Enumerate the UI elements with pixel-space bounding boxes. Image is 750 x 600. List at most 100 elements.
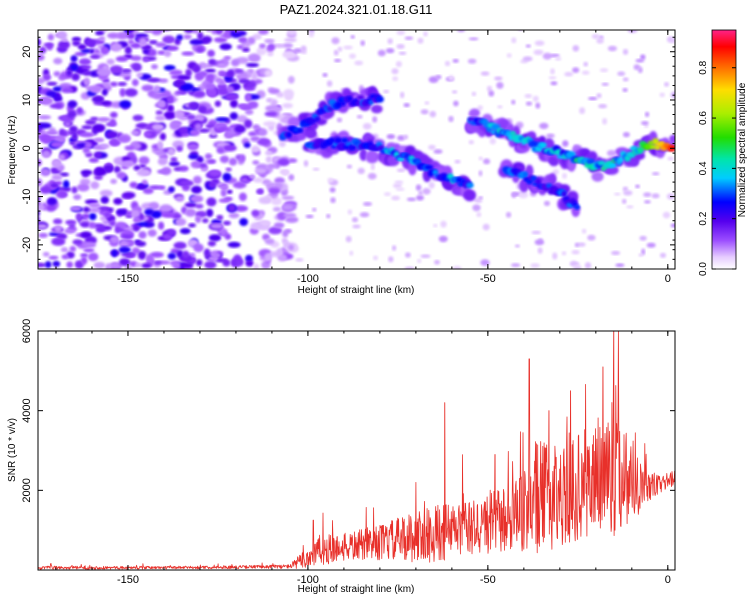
heatmap-cell [38, 232, 48, 238]
heatmap-cell [193, 175, 202, 185]
y-tick-label: 4000 [21, 398, 33, 422]
heatmap-cell [89, 212, 97, 221]
heatmap-cell [229, 112, 238, 120]
heatmap-cell [572, 67, 580, 73]
heatmap-cell [336, 117, 343, 123]
heatmap-cell [215, 117, 229, 122]
heatmap-cell [172, 261, 182, 269]
heatmap-cell [252, 124, 260, 130]
heatmap-cell [525, 101, 533, 106]
y-tick-label: 10 [21, 94, 33, 106]
heatmap-cell [398, 51, 407, 55]
heatmap-cell [88, 221, 96, 229]
heatmap-cell [124, 88, 138, 97]
heatmap-cell [173, 81, 186, 86]
heatmap-cell [153, 260, 162, 265]
heatmap-cell [239, 218, 249, 226]
heatmap-cell [258, 128, 268, 137]
heatmap-cell [418, 190, 423, 196]
heatmap-cell [584, 262, 592, 269]
heatmap-cell [206, 208, 214, 218]
heatmap-cell [530, 175, 538, 182]
heatmap-cell [370, 104, 383, 114]
heatmap-cell [89, 85, 102, 94]
heatmap-cell [264, 69, 273, 77]
heatmap-cell [163, 111, 176, 120]
heatmap-cell [188, 153, 199, 160]
heatmap-cell [284, 228, 292, 234]
heatmap-cell [214, 77, 223, 83]
heatmap-cell [400, 91, 405, 99]
heatmap-cell [614, 192, 621, 196]
heatmap-cell [176, 145, 183, 152]
heatmap-cell [571, 250, 580, 255]
heatmap-cell [359, 212, 370, 218]
heatmap-cell [236, 115, 248, 123]
y-tick-label: 0 [21, 145, 33, 151]
heatmap-cell [48, 255, 59, 260]
heatmap-cell [270, 99, 278, 107]
heatmap-cell [39, 46, 47, 54]
heatmap-cell [71, 186, 78, 194]
heatmap-cell [251, 209, 260, 217]
heatmap-cell [277, 211, 288, 221]
heatmap-cell [227, 85, 234, 94]
heatmap-cell [57, 40, 71, 50]
heatmap-cell [127, 32, 135, 40]
x-tick-label: 0 [665, 574, 671, 586]
colorbar-gradient [711, 29, 737, 270]
heatmap-cell [250, 222, 263, 230]
heatmap-cell [205, 83, 216, 90]
heatmap-cell [105, 263, 112, 269]
heatmap-cell [131, 209, 141, 218]
heatmap-cell [539, 122, 549, 130]
heatmap-cell [331, 37, 340, 45]
heatmap-cell [162, 35, 176, 44]
heatmap-cell [120, 234, 134, 239]
heatmap-cell [403, 134, 409, 140]
heatmap-cell [216, 214, 224, 221]
heatmap-cell [265, 156, 273, 163]
heatmap-cell [139, 163, 146, 168]
heatmap-cell [129, 181, 138, 189]
spectrogram-ylabel: Frequency (Hz) [7, 116, 18, 185]
heatmap-cell [345, 235, 352, 243]
heatmap-cell [184, 202, 198, 208]
heatmap-cell [522, 171, 529, 178]
heatmap-cell [367, 172, 377, 180]
heatmap-cell [375, 96, 384, 103]
heatmap-cell [194, 114, 205, 122]
heatmap-cell [533, 49, 544, 55]
heatmap-cell [388, 256, 394, 263]
heatmap-cell [496, 81, 504, 89]
heatmap-cell [157, 140, 164, 150]
heatmap-cell [489, 137, 496, 145]
heatmap-cell [346, 164, 353, 169]
heatmap-cell [305, 129, 317, 139]
heatmap-cell [192, 30, 199, 34]
heatmap-cell [478, 156, 483, 161]
heatmap-cell [80, 221, 91, 228]
heatmap-cell [340, 101, 346, 107]
heatmap-cell [643, 192, 652, 197]
heatmap-cell [116, 31, 129, 40]
heatmap-cell [222, 220, 231, 226]
heatmap-cell [42, 73, 52, 81]
heatmap-cell [141, 262, 152, 269]
heatmap-cell [62, 180, 70, 189]
heatmap-cell [664, 82, 669, 87]
heatmap-cell [265, 182, 276, 189]
heatmap-cell [125, 265, 132, 269]
heatmap-cell [424, 101, 430, 105]
heatmap-cell [432, 169, 439, 175]
heatmap-cell [217, 62, 226, 68]
heatmap-cell [72, 40, 81, 47]
heatmap-cell [147, 77, 161, 83]
heatmap-cell [288, 174, 295, 181]
heatmap-cell [195, 203, 204, 209]
colorbar-tick-label: 0.6 [698, 111, 709, 125]
heatmap-cell [646, 242, 656, 248]
heatmap-cell [250, 136, 260, 142]
heatmap-cell [392, 76, 399, 82]
heatmap-cell [84, 141, 93, 149]
